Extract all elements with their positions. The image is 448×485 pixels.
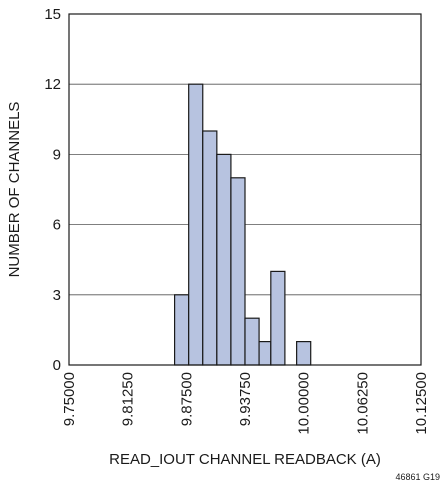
x-tick-label: 9.87500 <box>178 372 195 426</box>
x-tick-label: 9.75000 <box>61 372 78 426</box>
y-tick-label: 3 <box>53 287 61 304</box>
y-tick-label: 0 <box>53 357 61 374</box>
histogram-bar-1 <box>174 294 190 366</box>
histogram-bar-5 <box>230 177 246 366</box>
x-tick-label: 10.00000 <box>296 372 313 435</box>
x-tick-labels: 9.75000 9.81250 9.87500 9.93750 10.00000 10.0… <box>61 372 430 435</box>
histogram-bar-6 <box>244 317 260 366</box>
histogram-bar-7 <box>258 341 272 366</box>
histogram-bar-9 <box>296 341 312 366</box>
histogram-bars <box>174 83 312 366</box>
x-tick-label: 9.81250 <box>120 372 137 426</box>
histogram-bar-4 <box>216 153 232 366</box>
y-axis-title: NUMBER OF CHANNELS <box>6 102 23 278</box>
histogram-bar-3 <box>202 130 218 366</box>
histogram-bar-8 <box>270 270 286 366</box>
y-tick-label: 12 <box>44 76 61 93</box>
histogram-bar-2 <box>188 83 204 366</box>
x-axis-title: READ_IOUT CHANNEL READBACK (A) <box>109 451 381 468</box>
y-tick-label: 15 <box>44 6 61 23</box>
x-tick-label: 9.93750 <box>237 372 254 426</box>
y-tick-label: 6 <box>53 217 61 234</box>
plot-frame <box>68 13 422 366</box>
y-tick-labels: 0 3 6 9 12 15 <box>44 6 61 374</box>
figure-id: 46861 G19 <box>395 472 440 482</box>
x-tick-label: 10.06250 <box>354 372 371 435</box>
y-tick-label: 9 <box>53 146 61 163</box>
x-tick-label: 10.12500 <box>413 372 430 435</box>
